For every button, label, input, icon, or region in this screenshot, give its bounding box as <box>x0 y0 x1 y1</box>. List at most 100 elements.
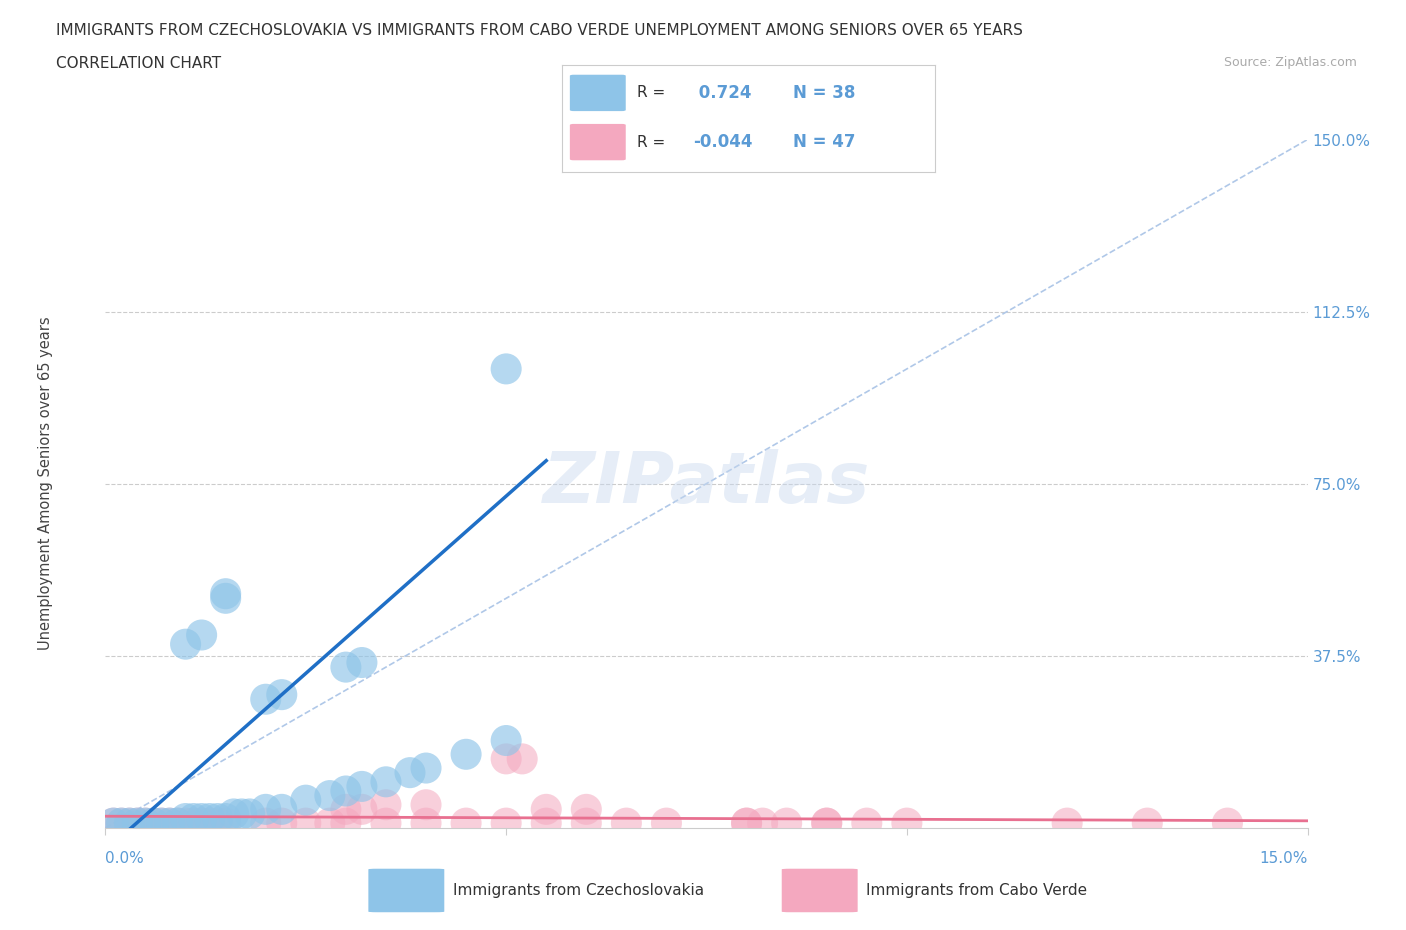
Point <box>150 816 173 830</box>
Point <box>1056 816 1078 830</box>
Text: 0.724: 0.724 <box>693 84 751 102</box>
Point <box>207 811 229 826</box>
Point <box>198 816 221 830</box>
Point <box>110 816 132 830</box>
Point <box>616 816 638 830</box>
Point <box>335 784 357 799</box>
Point <box>231 806 253 821</box>
Point <box>214 811 236 826</box>
FancyBboxPatch shape <box>569 74 626 111</box>
Point <box>166 816 188 830</box>
Point <box>190 816 212 830</box>
Point <box>254 802 277 817</box>
Point <box>127 816 149 830</box>
Point <box>159 816 181 830</box>
Text: IMMIGRANTS FROM CZECHOSLOVAKIA VS IMMIGRANTS FROM CABO VERDE UNEMPLOYMENT AMONG : IMMIGRANTS FROM CZECHOSLOVAKIA VS IMMIGR… <box>56 23 1024 38</box>
FancyBboxPatch shape <box>368 869 444 912</box>
Point <box>295 792 318 807</box>
Text: R =: R = <box>637 135 665 150</box>
Point <box>135 816 157 830</box>
Point <box>270 816 292 830</box>
Point <box>815 816 838 830</box>
Point <box>222 806 245 821</box>
Point <box>118 816 141 830</box>
Point <box>135 816 157 830</box>
Point <box>335 659 357 674</box>
Point <box>183 816 205 830</box>
Point <box>855 816 877 830</box>
Point <box>239 806 262 821</box>
Point <box>118 816 141 830</box>
Point <box>374 775 398 790</box>
Point <box>142 816 165 830</box>
FancyBboxPatch shape <box>569 124 626 160</box>
Point <box>142 816 165 830</box>
Text: Unemployment Among Seniors over 65 years: Unemployment Among Seniors over 65 years <box>38 317 53 650</box>
Point <box>254 816 277 830</box>
Point <box>374 797 398 812</box>
Point <box>254 692 277 707</box>
Point <box>174 637 197 652</box>
Text: -0.044: -0.044 <box>693 133 752 151</box>
Point <box>207 816 229 830</box>
Point <box>776 816 799 830</box>
Text: 15.0%: 15.0% <box>1260 851 1308 866</box>
Point <box>575 816 598 830</box>
Point <box>534 802 557 817</box>
Point <box>495 816 517 830</box>
Point <box>350 779 373 794</box>
Point <box>270 687 292 702</box>
FancyBboxPatch shape <box>782 869 858 912</box>
Text: Immigrants from Czechoslovakia: Immigrants from Czechoslovakia <box>453 883 704 898</box>
Point <box>495 733 517 748</box>
Point <box>350 655 373 670</box>
Text: CORRELATION CHART: CORRELATION CHART <box>56 56 221 71</box>
Text: N = 38: N = 38 <box>793 84 856 102</box>
Text: N = 47: N = 47 <box>793 133 856 151</box>
Point <box>295 816 318 830</box>
Text: ZIPatlas: ZIPatlas <box>543 449 870 518</box>
Point <box>510 751 533 766</box>
Point <box>214 586 236 601</box>
Point <box>415 797 437 812</box>
Point <box>174 816 197 830</box>
Point <box>335 802 357 817</box>
Point <box>335 816 357 830</box>
Point <box>1216 816 1239 830</box>
Point <box>495 362 517 377</box>
Point <box>166 816 188 830</box>
Text: 0.0%: 0.0% <box>105 851 145 866</box>
Point <box>110 816 132 830</box>
Point <box>655 816 678 830</box>
Point <box>190 811 212 826</box>
Point <box>454 747 477 762</box>
Point <box>454 816 477 830</box>
Text: R =: R = <box>637 86 665 100</box>
Point <box>127 816 149 830</box>
Text: Immigrants from Cabo Verde: Immigrants from Cabo Verde <box>866 883 1087 898</box>
Point <box>319 788 342 803</box>
Point <box>159 816 181 830</box>
Point <box>190 628 212 643</box>
Point <box>350 802 373 817</box>
Point <box>183 811 205 826</box>
Point <box>150 816 173 830</box>
Text: Source: ZipAtlas.com: Source: ZipAtlas.com <box>1223 56 1357 69</box>
Point <box>415 816 437 830</box>
Point <box>174 811 197 826</box>
Point <box>374 816 398 830</box>
Point <box>534 816 557 830</box>
Point <box>1136 816 1159 830</box>
Point <box>103 816 125 830</box>
Point <box>896 816 918 830</box>
Point <box>103 816 125 830</box>
Point <box>735 816 758 830</box>
Point <box>735 816 758 830</box>
Point <box>575 802 598 817</box>
Point <box>399 765 422 780</box>
Point <box>214 816 236 830</box>
Point <box>415 761 437 776</box>
Point <box>815 816 838 830</box>
Point <box>198 811 221 826</box>
Point <box>495 751 517 766</box>
